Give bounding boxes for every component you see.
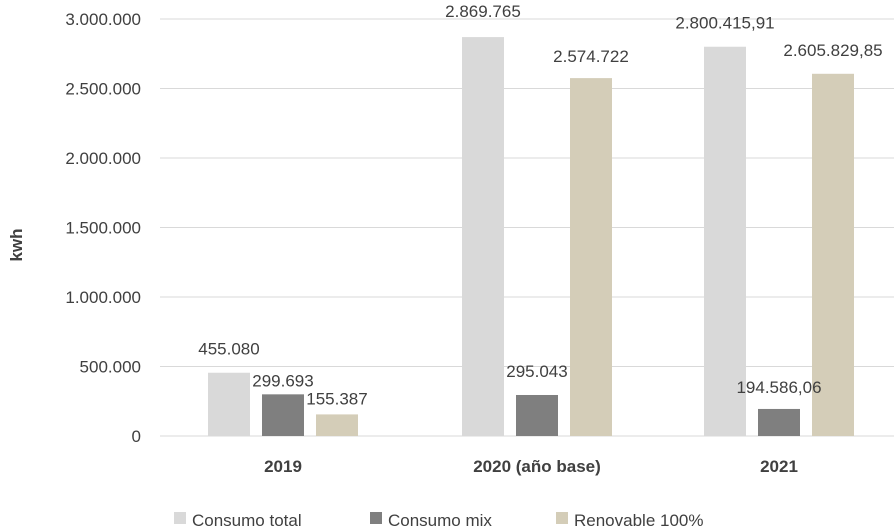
- y-tick-label: 1.500.000: [65, 219, 141, 238]
- gridlines: [160, 18, 894, 437]
- bar: [462, 37, 504, 437]
- x-axis-category-labels: 2019 2020 (año base) 2021: [264, 457, 798, 476]
- legend-swatch: [556, 512, 568, 524]
- y-tick-label: 3.000.000: [65, 10, 141, 29]
- x-category-label: 2021: [760, 457, 798, 476]
- x-category-label: 2020 (año base): [473, 457, 601, 476]
- bar: [262, 394, 304, 436]
- data-label: 2.574.722: [553, 47, 629, 66]
- data-label: 299.693: [252, 371, 313, 390]
- legend-item: Consumo mix: [370, 511, 492, 530]
- legend-item: Renovable 100%: [556, 511, 703, 530]
- data-label: 295.043: [506, 362, 567, 381]
- bar: [208, 372, 250, 436]
- bar: [758, 408, 800, 436]
- legend-item: Consumo total: [174, 511, 302, 530]
- y-tick-label: 0: [132, 427, 141, 446]
- data-label: 2.800.415,91: [675, 14, 774, 33]
- bars: [208, 37, 854, 437]
- data-label: 194.586,06: [736, 378, 821, 397]
- legend-label: Renovable 100%: [574, 511, 703, 530]
- bar: [516, 394, 558, 436]
- y-tick-label: 2.500.000: [65, 80, 141, 99]
- y-axis-title: kwh: [7, 228, 26, 261]
- y-tick-label: 1.000.000: [65, 288, 141, 307]
- legend-label: Consumo total: [192, 511, 302, 530]
- bar: [570, 78, 612, 436]
- data-label: 2.869.765: [445, 2, 521, 21]
- bar: [704, 46, 746, 436]
- data-label: 455.080: [198, 340, 259, 359]
- data-label: 2.605.829,85: [783, 41, 882, 60]
- legend: Consumo total Consumo mix Renovable 100%: [174, 511, 703, 530]
- legend-swatch: [174, 512, 186, 524]
- y-tick-label: 500.000: [80, 358, 141, 377]
- bar: [812, 73, 854, 437]
- legend-swatch: [370, 512, 382, 524]
- data-label: 155.387: [306, 389, 367, 408]
- legend-label: Consumo mix: [388, 511, 492, 530]
- y-axis-tick-labels: 0 500.000 1.000.000 1.500.000 2.000.000 2.500…: [65, 10, 141, 446]
- y-tick-label: 2.000.000: [65, 149, 141, 168]
- x-category-label: 2019: [264, 457, 302, 476]
- bar: [316, 414, 358, 436]
